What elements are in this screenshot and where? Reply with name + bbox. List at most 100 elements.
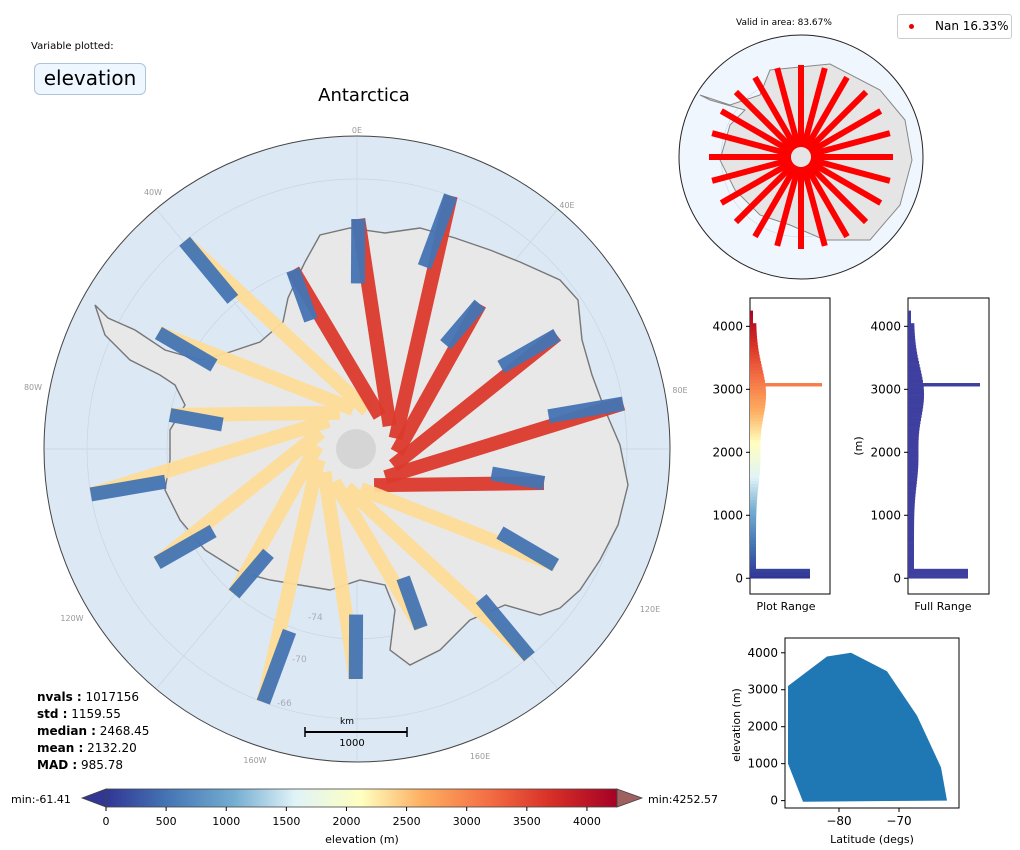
histogram-bar bbox=[908, 483, 917, 488]
histogram-bar bbox=[908, 323, 915, 327]
lat-label-66: -66 bbox=[277, 699, 292, 709]
histogram-bar bbox=[908, 474, 918, 478]
histogram-bar bbox=[908, 562, 915, 566]
histogram-bar bbox=[750, 423, 762, 428]
histogram-bar bbox=[908, 490, 916, 494]
histogram-bar bbox=[750, 455, 761, 459]
histogram-bar bbox=[750, 370, 764, 374]
nan-track bbox=[800, 165, 828, 247]
histogram-bar bbox=[750, 348, 759, 352]
histogram-bar bbox=[750, 420, 763, 425]
plot-range-histogram: 0 1000 2000 3000 4000 Plot Range bbox=[712, 297, 831, 613]
histogram-bar bbox=[908, 392, 925, 396]
scale-unit: km bbox=[340, 717, 354, 727]
histogram-bar bbox=[908, 480, 917, 485]
histogram-bar bbox=[750, 338, 758, 343]
colorbar-max-label: min:4252.57 bbox=[648, 793, 718, 806]
lon-label-40w: 40W bbox=[144, 188, 162, 197]
histogram-bar bbox=[908, 496, 916, 500]
histogram-bar bbox=[908, 464, 919, 469]
scale-bar: km 1000 bbox=[304, 717, 408, 749]
lon-label-0e: 0E bbox=[352, 126, 362, 135]
scatter-y-tick-label: 2000 bbox=[747, 720, 778, 734]
colorbar-tick-label: 3000 bbox=[453, 815, 481, 828]
histogram-bar bbox=[750, 502, 757, 507]
latitude-labels: -74 -70 -66 bbox=[277, 613, 323, 709]
histogram-bar bbox=[750, 505, 757, 510]
stat-nvals: nvals : 1017156 bbox=[37, 690, 139, 704]
histogram-bar bbox=[908, 499, 915, 503]
nan-track bbox=[752, 164, 799, 239]
plot-range-label: Plot Range bbox=[756, 600, 815, 613]
histogram-bar bbox=[908, 342, 916, 346]
histogram-bar bbox=[908, 398, 924, 403]
histogram-bar bbox=[908, 521, 915, 526]
histogram-bar bbox=[908, 556, 915, 560]
histogram-bar bbox=[750, 565, 757, 570]
lon-label-120e: 120E bbox=[640, 605, 660, 614]
histogram-bar bbox=[908, 449, 919, 453]
histogram-bar bbox=[908, 486, 917, 491]
histogram-bar bbox=[908, 549, 915, 554]
track-edge-segment bbox=[179, 236, 239, 304]
scatter-points-cloud bbox=[788, 652, 947, 802]
histogram-bar bbox=[750, 351, 760, 355]
nan-track bbox=[733, 89, 797, 153]
histogram-bar bbox=[750, 534, 757, 538]
nan-track bbox=[752, 75, 799, 150]
histogram-bar bbox=[750, 474, 760, 478]
histogram-bar bbox=[908, 389, 924, 393]
histogram-bar bbox=[908, 354, 918, 359]
histogram-bar bbox=[750, 373, 764, 378]
track-edge-segment bbox=[154, 326, 218, 372]
plot-range-tick-label: 1000 bbox=[712, 508, 743, 522]
histogram-bar bbox=[908, 461, 919, 466]
elevation-colorbar: min:-61.41 min:4252.57 0 500 1000 1500 2000 2… bbox=[11, 788, 718, 846]
nan-legend: Nan 16.33% bbox=[897, 14, 1012, 39]
histogram-bar bbox=[908, 430, 920, 434]
histogram-bar bbox=[908, 553, 915, 557]
histogram-bar bbox=[750, 357, 761, 362]
colorbar-tick-label: 0 bbox=[103, 815, 110, 828]
colorbar-tick-label: 4000 bbox=[573, 815, 601, 828]
histogram-bar bbox=[750, 515, 757, 519]
stat-median: median : 2468.45 bbox=[37, 724, 150, 738]
histogram-bar bbox=[750, 364, 762, 368]
histogram-bar bbox=[908, 565, 915, 570]
scatter-y-tick-label: 4000 bbox=[747, 646, 778, 660]
histogram-bar bbox=[908, 493, 916, 497]
nan-track bbox=[719, 108, 794, 155]
stat-std: std : 1159.55 bbox=[37, 707, 121, 721]
histogram-bar bbox=[908, 345, 917, 349]
nan-track bbox=[809, 130, 891, 158]
histogram-bar bbox=[908, 433, 919, 437]
histogram-bar bbox=[908, 439, 919, 444]
histogram-bar bbox=[908, 338, 916, 343]
full-range-label: Full Range bbox=[914, 600, 971, 613]
track-edge-segment bbox=[497, 329, 561, 374]
track-edge-segment bbox=[496, 526, 560, 572]
histogram-bar bbox=[750, 461, 761, 466]
track-edge-segment bbox=[547, 396, 625, 424]
histogram-bar bbox=[750, 398, 766, 403]
histogram-bar bbox=[750, 313, 753, 318]
full-range-tick-label: 3000 bbox=[870, 382, 901, 396]
histogram-bar bbox=[908, 537, 915, 541]
histogram-bar bbox=[750, 449, 761, 453]
histogram-bar bbox=[908, 446, 919, 450]
histogram-bar bbox=[908, 559, 915, 563]
histogram-bar bbox=[908, 411, 923, 415]
histogram-bar bbox=[750, 493, 758, 497]
histogram-bar bbox=[908, 408, 923, 412]
nan-track bbox=[711, 156, 793, 184]
histogram-bar bbox=[750, 405, 766, 409]
variable-name-badge: elevation bbox=[34, 63, 146, 95]
histogram-bar bbox=[750, 411, 765, 415]
histogram-bar bbox=[908, 332, 915, 337]
histogram-bar bbox=[908, 313, 911, 318]
track-edge-segment bbox=[256, 628, 297, 705]
histogram-bar bbox=[750, 414, 764, 418]
scatter-x-tick-label: −70 bbox=[886, 814, 911, 828]
nan-tracks bbox=[709, 65, 893, 249]
nan-track bbox=[800, 67, 828, 149]
